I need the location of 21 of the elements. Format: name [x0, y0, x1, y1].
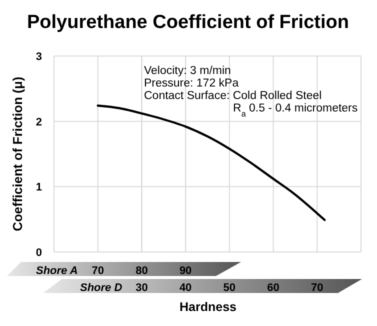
x2-tick-label: 70 — [92, 265, 104, 277]
chart-title: Polyurethane Coefficient of Friction — [27, 12, 349, 33]
x2-tick-label: 80 — [136, 265, 148, 277]
y-tick-label: 1 — [36, 182, 42, 194]
x2-axis-title: Shore A — [36, 265, 78, 277]
y-tick-label: 0 — [36, 247, 42, 259]
x2-tick-label: 90 — [179, 265, 192, 277]
annotation: R$_{a}$ 0.5 - 0.4 micrometers — [233, 102, 358, 118]
x-tick-label: 60 — [267, 282, 280, 294]
x-tick-label: 50 — [223, 282, 236, 294]
annotation: Pressure: 172 kPa — [144, 78, 240, 90]
x-tick-label: 30 — [136, 282, 148, 294]
x-tick-label: 40 — [179, 282, 192, 294]
y-tick-label: 3 — [36, 51, 42, 63]
annotation: Contact Surface: Cold Rolled Steel — [144, 90, 322, 102]
x-tick-label: 70 — [311, 282, 324, 294]
y-axis-title: Coefficient of Friction (μ) — [10, 76, 25, 232]
x-axis-title: Hardness — [180, 300, 237, 314]
y-tick-label: 2 — [36, 116, 42, 128]
text: Shore D — [80, 282, 122, 294]
annotation: Velocity: 3 m/min — [144, 65, 231, 77]
